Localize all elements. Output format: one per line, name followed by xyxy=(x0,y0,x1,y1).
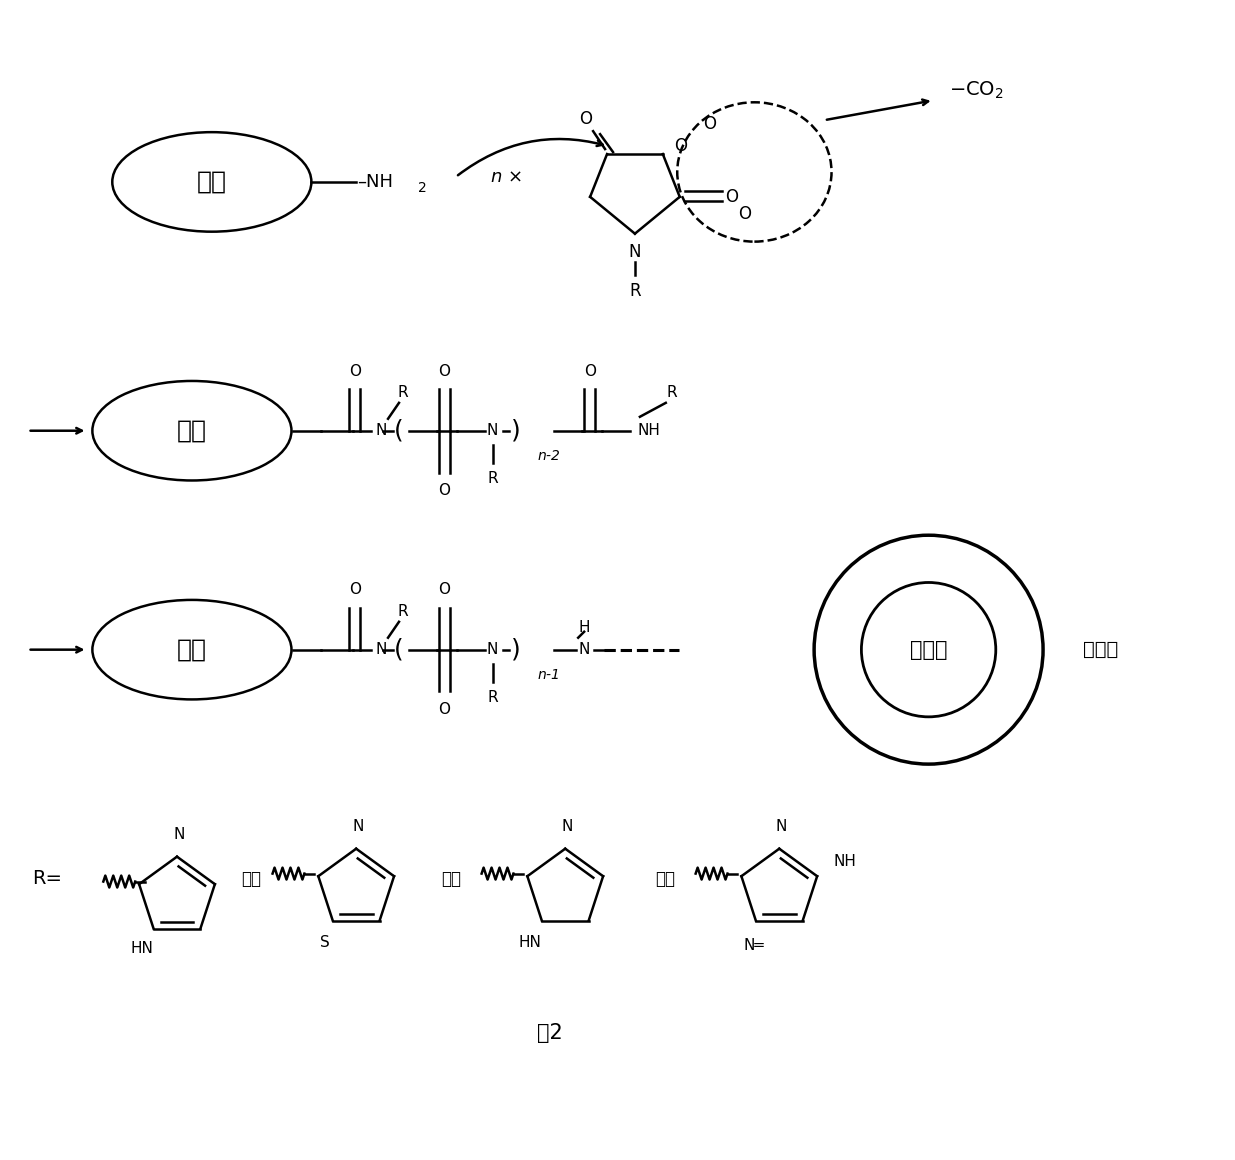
Text: 或者: 或者 xyxy=(242,870,262,887)
Text: N: N xyxy=(562,819,573,834)
Text: N: N xyxy=(375,643,387,658)
Text: $n$-2: $n$-2 xyxy=(537,449,561,463)
Text: 2: 2 xyxy=(417,181,426,195)
Text: N: N xyxy=(173,827,185,842)
Text: 多肽: 多肽 xyxy=(177,638,207,661)
Text: $n$-1: $n$-1 xyxy=(537,667,559,682)
Text: N═: N═ xyxy=(743,938,764,954)
Text: S: S xyxy=(320,935,330,950)
Text: NH: NH xyxy=(834,854,856,869)
Text: N: N xyxy=(629,242,641,261)
Text: 式2: 式2 xyxy=(537,1023,563,1043)
Text: N: N xyxy=(487,423,498,438)
Text: 多肽: 多肽 xyxy=(196,169,227,194)
Text: 外壳层: 外壳层 xyxy=(1083,640,1118,659)
Text: N: N xyxy=(776,819,787,834)
Text: –NH: –NH xyxy=(357,173,393,191)
Text: 或者: 或者 xyxy=(441,870,461,887)
Text: $n$ ×: $n$ × xyxy=(489,168,521,186)
Text: N: N xyxy=(578,643,590,658)
Text: N: N xyxy=(375,423,387,438)
Text: O: O xyxy=(348,363,361,378)
Text: R: R xyxy=(398,604,409,619)
Text: 或者: 或者 xyxy=(655,870,674,887)
Text: O: O xyxy=(674,137,687,155)
Text: O: O xyxy=(348,582,361,597)
Text: R: R xyxy=(629,282,641,300)
Text: O: O xyxy=(703,115,716,133)
Text: ): ) xyxy=(510,419,520,443)
Text: N: N xyxy=(487,643,498,658)
Text: 多肽: 多肽 xyxy=(177,419,207,443)
Text: R: R xyxy=(667,385,677,400)
Text: N: N xyxy=(352,819,364,834)
Text: O: O xyxy=(584,363,595,378)
Text: O: O xyxy=(579,110,592,129)
Text: R: R xyxy=(398,385,409,400)
Text: HN: HN xyxy=(130,941,153,956)
Text: R: R xyxy=(488,690,498,705)
Text: ): ) xyxy=(510,638,520,661)
Text: O: O xyxy=(438,582,451,597)
Text: O: O xyxy=(438,483,451,498)
Text: 量子点: 量子点 xyxy=(910,639,947,660)
Text: R=: R= xyxy=(32,869,63,889)
Text: $-$CO$_2$: $-$CO$_2$ xyxy=(948,80,1003,101)
Text: H: H xyxy=(578,621,590,636)
Text: O: O xyxy=(438,702,451,717)
Text: O: O xyxy=(438,363,451,378)
Text: O: O xyxy=(725,188,739,205)
Text: (: ( xyxy=(394,419,404,443)
Text: R: R xyxy=(488,471,498,486)
Text: HN: HN xyxy=(519,935,541,950)
Text: (: ( xyxy=(394,638,404,661)
Text: NH: NH xyxy=(638,423,661,438)
Text: O: O xyxy=(739,205,751,223)
